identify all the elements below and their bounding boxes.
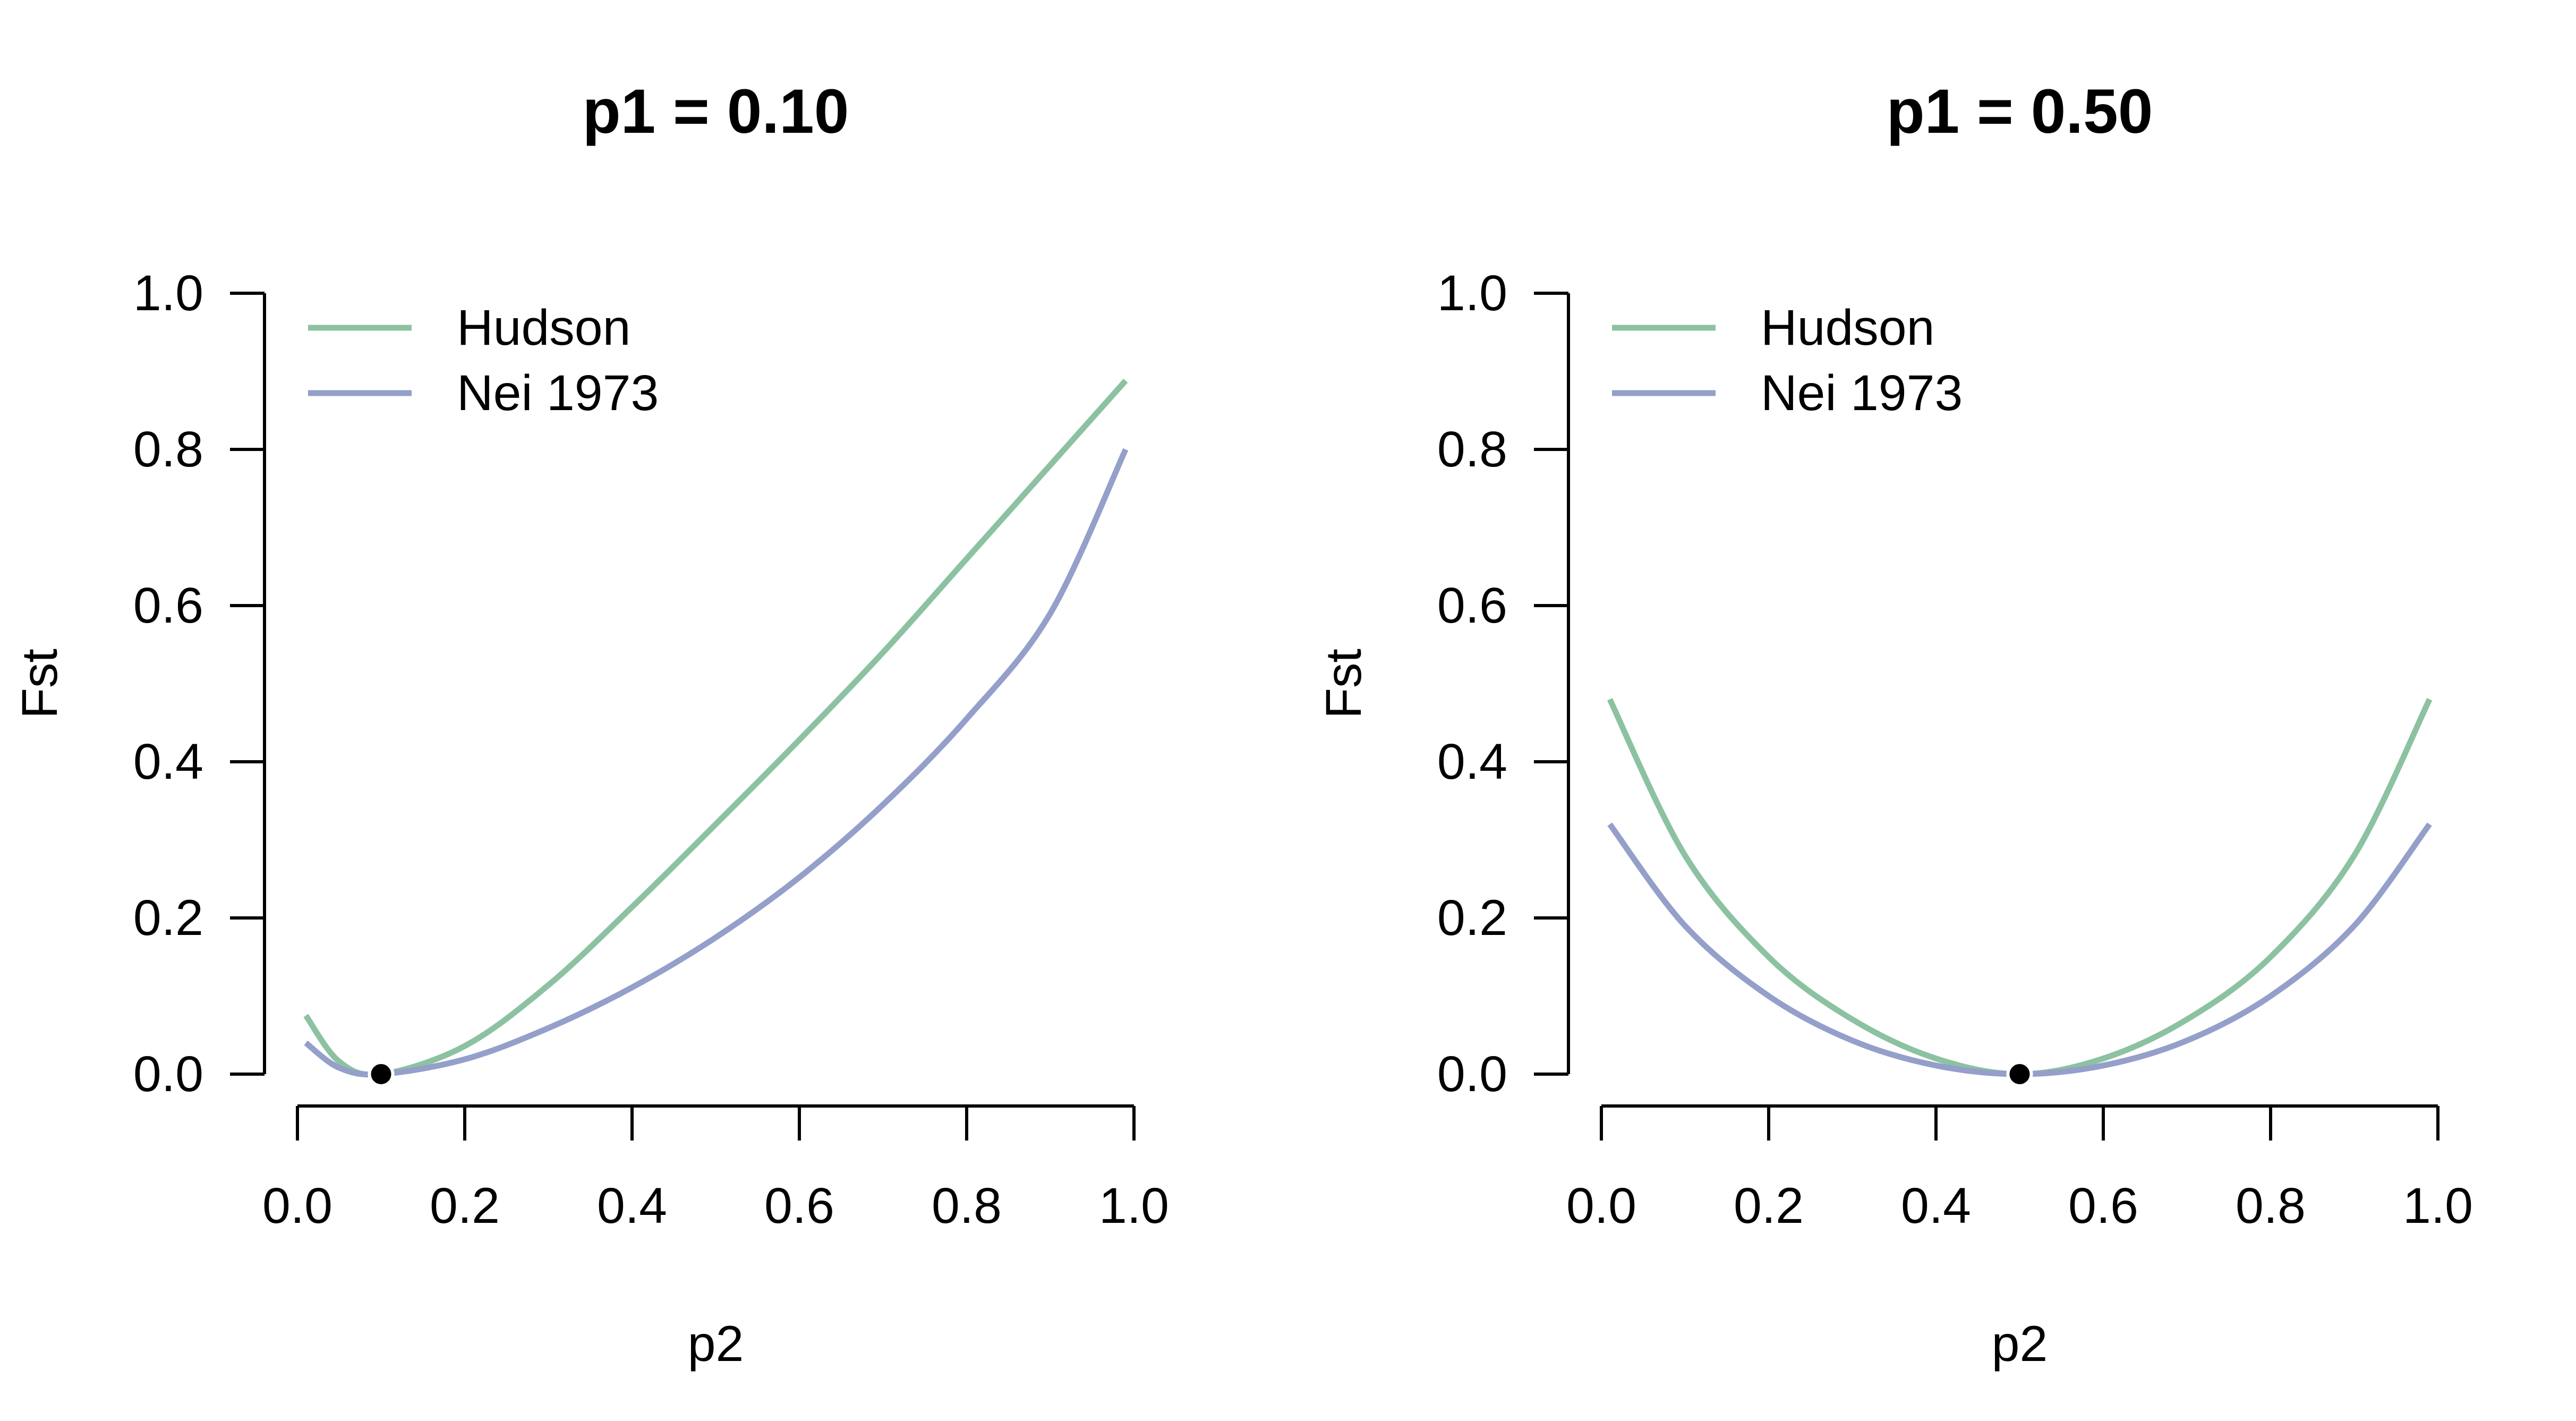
legend-label: Nei 1973 — [457, 365, 659, 421]
y-tick-label: 0.0 — [133, 1046, 203, 1102]
highlight-point — [2006, 1061, 2033, 1087]
chart-title: p1 = 0.50 — [1887, 76, 2153, 147]
y-tick-label: 0.2 — [1437, 890, 1507, 946]
x-tick-label: 0.8 — [932, 1178, 1002, 1234]
y-axis-label: Fst — [1316, 649, 1372, 719]
x-tick-label: 0.4 — [597, 1178, 667, 1234]
y-tick-label: 1.0 — [1437, 265, 1507, 321]
x-tick-label: 0.0 — [262, 1178, 332, 1234]
legend-label: Hudson — [457, 300, 630, 356]
series-line-nei-1973 — [1607, 822, 2432, 1077]
x-tick-label: 0.6 — [2068, 1178, 2138, 1234]
series-line-nei-1973 — [304, 448, 1129, 1078]
series-line-hudson — [303, 378, 1128, 1078]
chart-panel-2: p1 = 0.50 0.0 0.2 0.4 0.6 0.8 1.0 0.0 0.2 0.4 0.6 0… — [1316, 76, 2473, 1372]
x-tick-label: 0.2 — [1734, 1178, 1804, 1234]
chart-panel-1: p1 = 0.10 0.0 0.2 0.4 0.6 0.8 1.0 0.0 0.2 0.4 0.6 0… — [12, 76, 1169, 1372]
legend: Hudson Nei 1973 — [1612, 300, 1963, 421]
y-tick-label: 0.6 — [1437, 577, 1507, 634]
x-tick-label: 1.0 — [2403, 1178, 2473, 1234]
y-tick-label: 0.4 — [1437, 734, 1507, 790]
series-line-hudson — [1607, 698, 2433, 1077]
x-tick-label: 0.6 — [764, 1178, 834, 1234]
x-tick-label: 1.0 — [1099, 1178, 1169, 1234]
x-tick-label: 0.4 — [1901, 1178, 1971, 1234]
y-tick-label: 1.0 — [133, 265, 203, 321]
x-axis-label: p2 — [688, 1316, 744, 1372]
y-tick-label: 0.6 — [133, 577, 203, 634]
y-tick-label: 0.8 — [133, 421, 203, 478]
y-tick-label: 0.2 — [133, 890, 203, 946]
y-axis-label: Fst — [12, 649, 68, 719]
highlight-point — [368, 1061, 395, 1087]
x-axis-label: p2 — [1992, 1316, 2048, 1372]
chart-title: p1 = 0.10 — [583, 76, 849, 147]
x-tick-label: 0.8 — [2236, 1178, 2306, 1234]
legend-label: Hudson — [1761, 300, 1934, 356]
legend-label: Nei 1973 — [1761, 365, 1963, 421]
y-tick-label: 0.8 — [1437, 421, 1507, 478]
y-tick-label: 0.4 — [133, 734, 203, 790]
x-tick-label: 0.0 — [1566, 1178, 1636, 1234]
x-tick-label: 0.2 — [430, 1178, 500, 1234]
y-tick-label: 0.0 — [1437, 1046, 1507, 1102]
legend: Hudson Nei 1973 — [308, 300, 659, 421]
